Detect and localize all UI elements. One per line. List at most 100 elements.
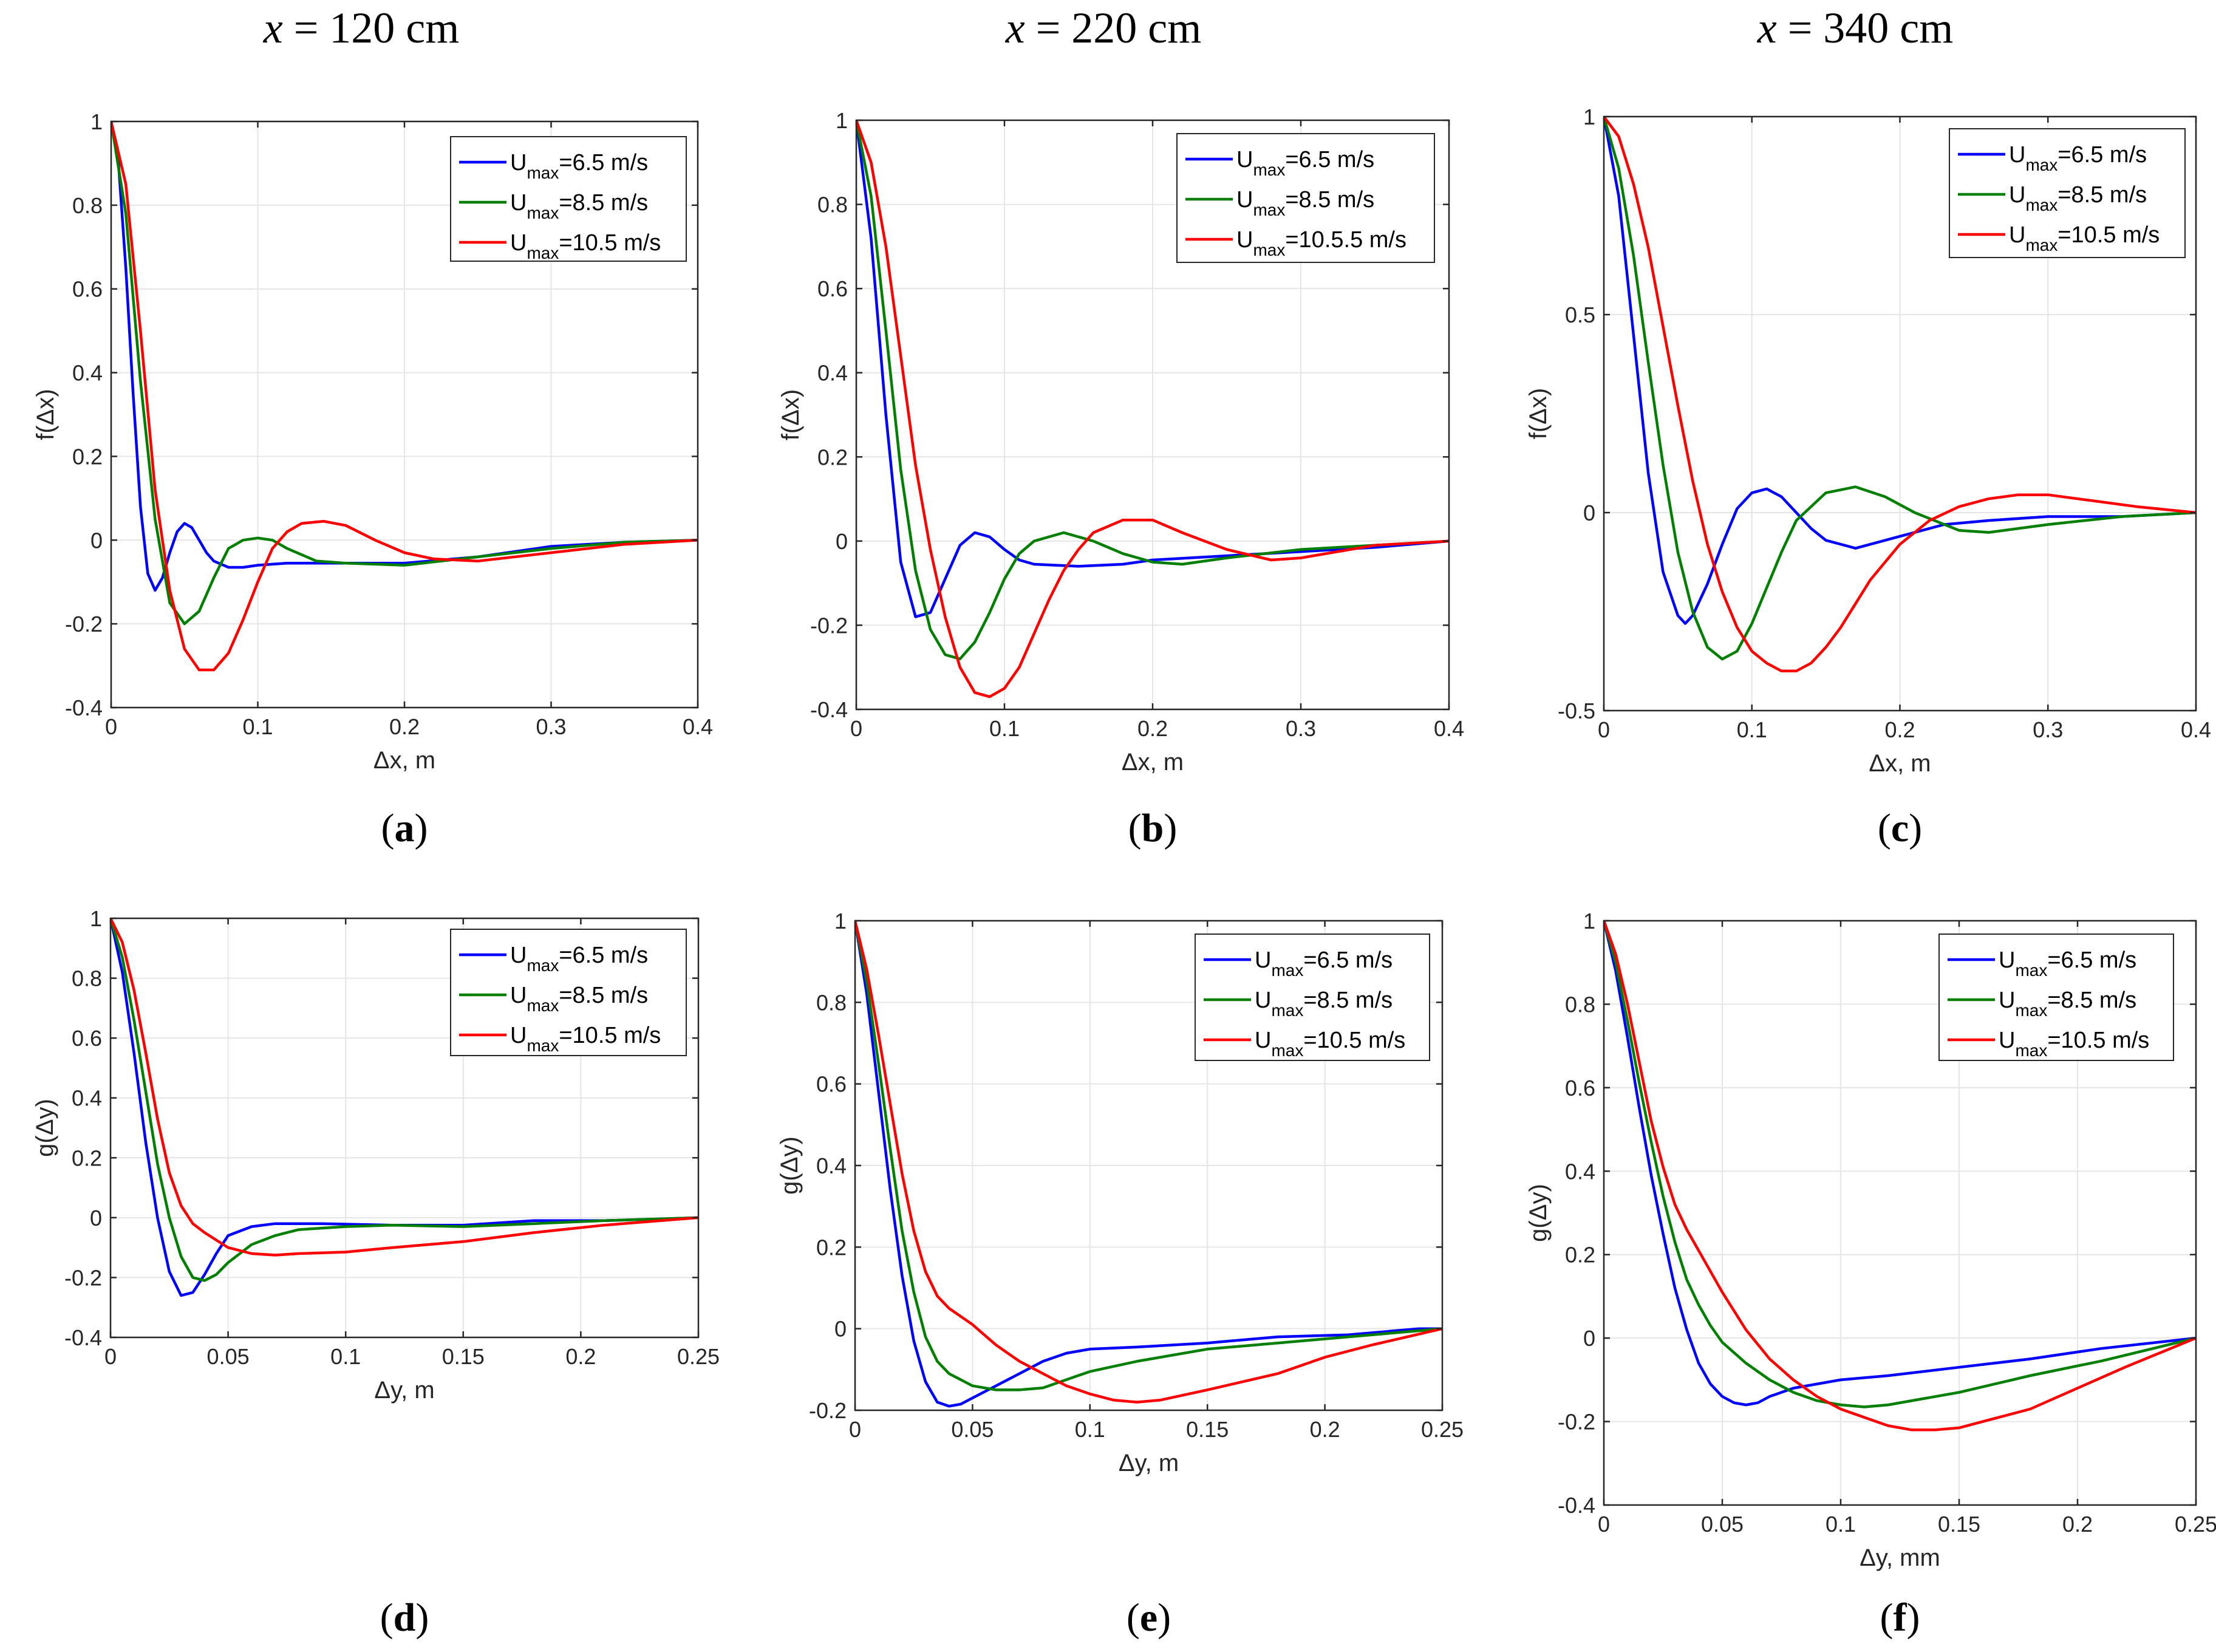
y-tick-label: -0.2	[1558, 1410, 1595, 1435]
x-tick-label: 0.25	[2175, 1512, 2216, 1537]
y-tick-label: -0.4	[64, 1325, 102, 1350]
legend-entry: Umax=8.5 m/s	[1999, 988, 2136, 1020]
series-line-blue	[1604, 117, 2196, 625]
series-line-green	[111, 918, 698, 1282]
x-tick-label: 0.2	[389, 714, 420, 739]
axes-box	[1603, 920, 2197, 1506]
y-tick-label: 0.4	[816, 1153, 847, 1178]
y-tick-label: -0.2	[65, 612, 103, 637]
column-title-2: x = 220 cm	[1005, 4, 1202, 52]
series-line-red	[1604, 921, 2196, 1432]
y-tick-label: -0.4	[810, 697, 848, 722]
y-tick-label: 1	[90, 906, 102, 931]
chart-panel-f: 0 0.05 0.1 0.15 0.2 0.25 -0.4 -0.2 0 0.2 0.4 0.6 0.8…	[1525, 909, 2216, 1640]
x-tick-label: 0.2	[565, 1344, 596, 1369]
x-tick-label: 0	[1598, 717, 1610, 742]
x-tick-label: 0.1	[242, 714, 273, 739]
y-axis-label: g(Δy)	[1525, 1184, 1552, 1242]
y-tick-label: 0.6	[816, 1072, 847, 1097]
legend: Umax=6.5 m/s Umax=8.5 m/s Umax=10.5 m/s	[450, 929, 687, 1056]
legend: Umax=6.5 m/s Umax=8.5 m/s Umax=10.5 m/s	[1949, 128, 2186, 258]
x-tick-label: 0	[849, 1417, 861, 1442]
x-tick-label: 0.2	[1310, 1417, 1340, 1442]
legend: Umax=6.5 m/s Umax=8.5 m/s Umax=10.5 m/s	[1938, 934, 2174, 1061]
legend-entry: Umax=6.5 m/s	[510, 150, 648, 182]
x-tick-label: 0.4	[683, 714, 713, 739]
x-tick-label: 0.2	[1884, 717, 1915, 742]
legend-entry: Umax=8.5 m/s	[1255, 988, 1393, 1020]
y-tick-label: 0	[90, 1206, 102, 1230]
x-tick-label: 0	[1598, 1512, 1610, 1537]
series-line-blue	[1604, 921, 2196, 1407]
x-tick-label: 0.4	[1434, 716, 1464, 741]
legend-entry: Umax=10.5 m/s	[1999, 1028, 2149, 1060]
y-tick-label: -0.2	[809, 1398, 847, 1423]
legend-entry: Umax=10.5 m/s	[510, 1023, 661, 1055]
y-tick-label: 0.8	[72, 193, 103, 218]
series-line-green	[1604, 117, 2196, 661]
y-tick-label: 0.4	[1565, 1159, 1595, 1184]
y-tick-label: 1	[1583, 909, 1595, 934]
legend-entry: Umax=10.5 m/s	[1255, 1028, 1405, 1060]
y-tick-label: 1	[836, 108, 848, 133]
y-tick-label: 0	[834, 1317, 847, 1342]
series-line-red	[1604, 117, 2196, 673]
x-axis-label: Δy, m	[374, 1377, 434, 1404]
x-tick-label: 0.1	[989, 716, 1020, 741]
x-axis-label: Δy, mm	[1860, 1544, 1940, 1571]
y-tick-label: -0.2	[810, 613, 848, 638]
y-tick-label: 1	[90, 109, 103, 134]
x-tick-label: 0.05	[207, 1344, 250, 1369]
y-tick-label: 0.6	[72, 1026, 102, 1051]
series-line-blue	[855, 921, 1442, 1408]
y-axis-label: f(Δx)	[777, 389, 804, 440]
legend-entry: Umax=8.5 m/s	[2009, 182, 2147, 214]
panel-label: (c)	[1878, 806, 1922, 850]
chart-panel-a: 0 0.1 0.2 0.3 0.4 -0.4 -0.2 0 0.2 0.4 0.6 0.8 1 Δx, m…	[32, 109, 713, 850]
series-line-blue	[111, 918, 698, 1297]
y-axis-label: g(Δy)	[32, 1099, 58, 1157]
panel-label: (f)	[1880, 1596, 1920, 1640]
y-tick-label: 0.2	[817, 445, 848, 469]
series-line-red	[856, 120, 1449, 698]
y-tick-label: 0.6	[1565, 1076, 1595, 1101]
chart-panel-e: 0 0.05 0.1 0.15 0.2 0.25-0.200.20.40.60.81Δy,…	[776, 909, 1464, 1640]
legend-entry: Umax=6.5 m/s	[2009, 142, 2147, 174]
y-tick-label: 0.4	[817, 361, 848, 386]
y-tick-label: 0.2	[72, 1145, 102, 1170]
x-tick-label: 0.25	[677, 1344, 720, 1369]
x-axis-label: Δy, m	[1119, 1450, 1179, 1476]
y-tick-label: 0.2	[816, 1235, 847, 1260]
y-tick-label: 0.6	[72, 277, 103, 302]
chart-panel-d: 0 0.05 0.1 0.15 0.2 0.25 -0.4 -0.2 0 0.2 0.4 0.6 0.8…	[32, 906, 720, 1640]
x-tick-label: 0.1	[1737, 717, 1767, 742]
x-axis-label: Δx, m	[1122, 749, 1184, 776]
y-tick-label: 0.4	[72, 361, 103, 386]
y-tick-label: -0.4	[65, 695, 103, 720]
panel-label: (d)	[380, 1596, 429, 1640]
legend-entry: Umax=6.5 m/s	[1999, 947, 2136, 980]
x-tick-label: 0.25	[1421, 1417, 1464, 1442]
legend-entry: Umax=10.5 m/s	[510, 230, 661, 262]
y-axis-label: g(Δy)	[776, 1136, 803, 1195]
panel-label: (a)	[381, 806, 428, 850]
legend: Umax=6.5 m/s Umax=8.5 m/s Umax=10.5.5 m/s	[1176, 133, 1435, 263]
y-tick-label: -0.5	[1558, 698, 1595, 723]
y-tick-label: -0.4	[1558, 1493, 1595, 1518]
y-tick-label: 0.5	[1565, 302, 1595, 327]
x-tick-label: 0.3	[536, 714, 566, 739]
series-line-red	[855, 921, 1442, 1404]
y-tick-label: 0.8	[816, 990, 847, 1015]
y-tick-label: 0.8	[72, 966, 102, 991]
legend-entry: Umax=8.5 m/s	[510, 190, 648, 222]
x-tick-label: 0.15	[1186, 1417, 1229, 1442]
series-line-blue	[856, 120, 1449, 618]
legend-entry: Umax=8.5 m/s	[510, 983, 648, 1015]
x-axis-label: Δx, m	[1869, 750, 1931, 777]
series-line-blue	[111, 121, 698, 592]
x-tick-label: 0.3	[1286, 716, 1316, 741]
legend-entry: Umax=8.5 m/s	[1236, 187, 1374, 219]
axes-box	[109, 917, 700, 1339]
y-tick-label: 0.8	[1565, 992, 1595, 1017]
